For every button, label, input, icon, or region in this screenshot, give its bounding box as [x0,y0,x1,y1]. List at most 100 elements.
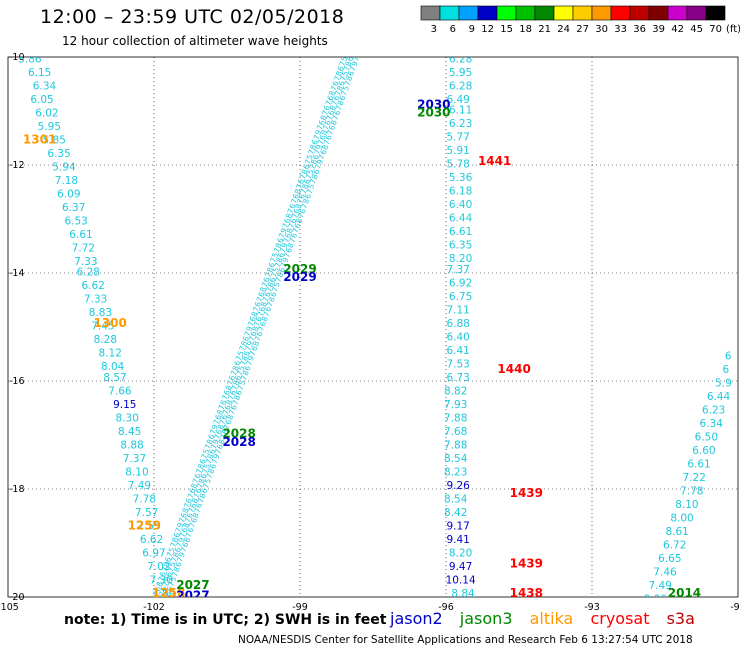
wave-height-value: 6.49 [446,94,469,106]
dense-pass-value: 6 [303,192,313,200]
dense-pass-value: 7 [317,153,327,161]
dense-pass-value: 6 [158,570,168,578]
dense-pass-value: 7 [160,565,170,573]
wave-height-value: 5.9 [715,377,732,389]
dense-pass-value: 7 [341,50,351,58]
dense-pass-value: 5 [272,281,282,289]
wave-height-value: 7.93 [444,399,467,411]
dense-pass-value: 7 [174,541,184,549]
dense-pass-value: 7 [208,428,218,436]
wave-height-value: 6.34 [33,80,57,92]
dense-pass-value: 7 [182,502,192,510]
dense-pass-value: 7 [303,158,313,166]
dense-pass-value: 9 [280,256,290,264]
pass-time-label: 1300 [93,316,126,330]
dense-pass-value: 6 [310,138,320,146]
dense-pass-value: 6 [172,531,182,539]
dense-pass-value: 7 [332,75,342,83]
wave-height-value: 6.53 [64,215,87,227]
track-layer: 7687678675786797687676876786757867976876… [18,50,732,600]
notes-text: note: 1) Time is in UTC; 2) SWH is in fe… [64,612,387,628]
dense-pass-value: 8 [216,423,226,431]
dense-pass-value: 7 [296,212,306,220]
dense-pass-value: 7 [343,79,353,87]
wave-height-value: 9.17 [446,521,469,533]
dense-pass-value: 6 [180,526,190,534]
pass-time-label: 1258 [152,586,185,600]
dense-pass-value: 8 [224,384,234,392]
colorbar-label: 24 [557,24,570,35]
dense-pass-value: 5 [202,462,212,470]
dense-pass-value: 7 [151,590,161,598]
dense-pass-value: 7 [325,129,335,137]
dense-pass-value: 7 [308,178,318,186]
dense-pass-value: 9 [349,60,359,68]
legend-altika: altika [529,609,574,628]
dense-pass-value: 9 [313,129,323,137]
dense-pass-value: 6 [291,192,301,200]
dense-pass-value: 7 [205,472,215,480]
wave-height-value: 6.60 [692,445,715,457]
legend-jason3: jason3 [459,609,513,628]
wave-height-value: 8.42 [444,507,467,519]
dense-pass-value: 6 [253,300,263,308]
wave-height-value: 8.00 [670,512,693,524]
dense-pass-value: 6 [206,433,216,441]
dense-pass-value: 5 [270,251,280,259]
dense-pass-value: 6 [332,109,342,117]
dense-pass-value: 8 [336,99,346,107]
dense-pass-value: 7 [246,320,256,328]
longitude-tick-label: -90 [730,602,740,613]
wave-height-value: 6.92 [449,278,472,290]
colorbar-label: 9 [469,24,475,35]
dense-pass-value: 8 [215,408,225,416]
dense-pass-value: 8 [310,173,320,181]
dense-pass-value: 6 [323,119,333,127]
dense-pass-value: 7 [263,271,273,279]
dense-pass-value: 7 [324,99,334,107]
pass-time-label: 1259 [128,519,161,533]
dense-pass-value: 8 [329,119,339,127]
latitude-tick-label: -10 [9,52,25,63]
dense-pass-value: 7 [165,551,175,559]
dense-pass-value: 8 [266,281,276,289]
wave-height-value: 6.62 [140,534,163,546]
dense-pass-value: 9 [280,241,290,249]
colorbar-unit: (ft) [726,24,740,35]
dense-pass-value: 6 [224,418,234,426]
wave-height-value: 8.88 [120,440,143,452]
wave-height-value: 8.45 [118,426,141,438]
dense-pass-value: 5 [339,55,349,63]
dense-pass-value: 7 [236,384,246,392]
dense-pass-value: 8 [182,536,192,544]
dense-pass-value: 7 [243,330,253,338]
dense-pass-value: 7 [312,133,322,141]
dense-pass-value: 8 [239,340,249,348]
dense-pass-value: 7 [342,65,352,73]
dense-pass-value: 7 [221,408,231,416]
dense-pass-value: 9 [211,453,221,461]
dense-pass-value: 7 [298,173,308,181]
wave-height-value: 6.28 [449,80,472,92]
dense-pass-value: 6 [187,487,197,495]
wave-height-value: 6.05 [30,94,53,106]
dense-pass-value: 9 [210,423,220,431]
dense-pass-value: 6 [262,291,272,299]
dense-pass-value: 7 [315,124,325,132]
dense-pass-value: 6 [198,457,208,465]
dense-pass-value: 7 [265,300,275,308]
dense-pass-value: 7 [199,453,209,461]
dense-pass-value: 6 [220,428,230,436]
dense-pass-value: 7 [227,408,237,416]
dense-pass-value: 7 [217,403,227,411]
dense-pass-value: 8 [327,89,337,97]
dense-pass-value: 5 [237,364,247,372]
wave-height-value: 6.62 [81,280,104,292]
pass-time-label: 2029 [283,262,316,276]
dense-pass-value: 8 [344,75,354,83]
wave-height-value: 6.73 [446,372,469,384]
dense-pass-value: 7 [229,369,239,377]
dense-pass-value: 6 [276,251,286,259]
dense-pass-value: 8 [274,256,284,264]
wave-height-value: 7.78 [133,494,156,506]
